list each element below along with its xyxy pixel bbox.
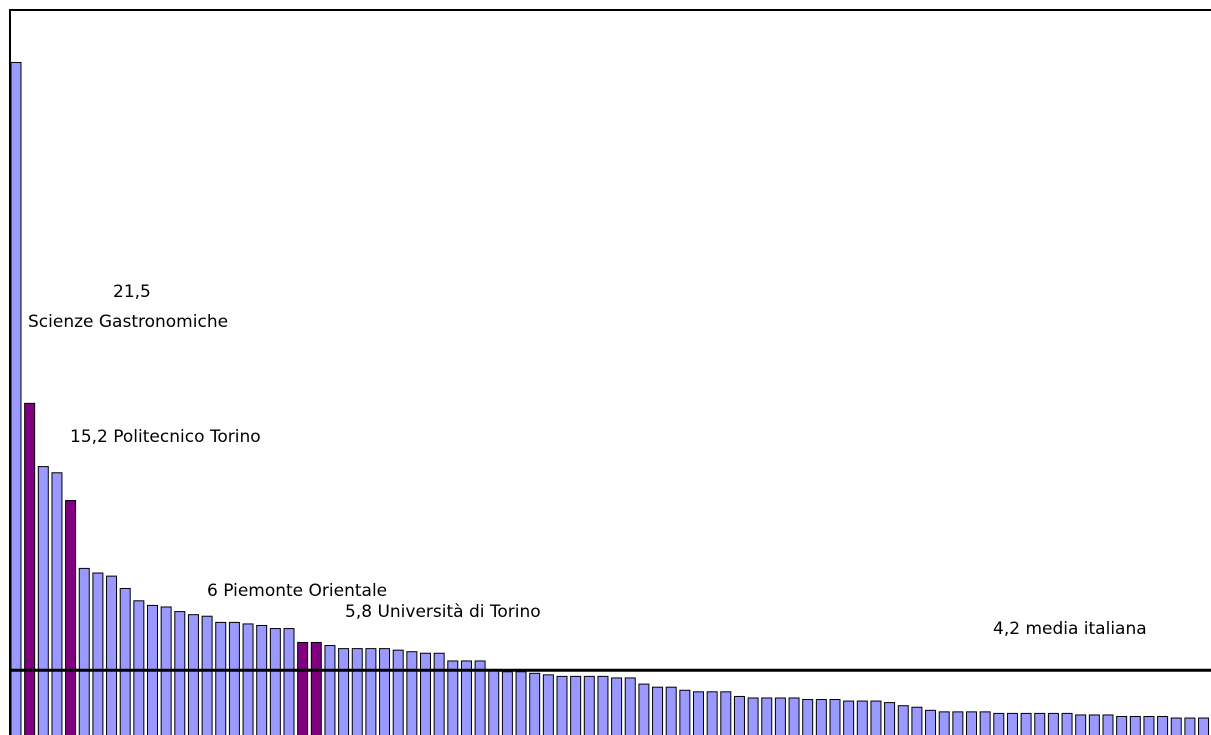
- annotation-value-scienze-gastronomiche: 21,5: [113, 282, 151, 302]
- bar: [583, 675, 595, 735]
- bar: [1006, 712, 1018, 735]
- bar: [1198, 717, 1210, 735]
- bar: [406, 651, 418, 735]
- bar: [92, 572, 104, 735]
- annotation-name-scienze-gastronomiche: Scienze Gastronomiche: [28, 312, 228, 332]
- bar-highlighted: [65, 500, 77, 735]
- plot-frame: [9, 9, 1211, 735]
- bar: [556, 675, 568, 735]
- bar: [1034, 712, 1046, 735]
- bar: [256, 624, 268, 735]
- bar-highlighted: [310, 641, 322, 735]
- bar: [843, 700, 855, 735]
- bar: [706, 691, 718, 735]
- bar: [611, 677, 623, 735]
- bar: [652, 686, 664, 735]
- bar: [1157, 715, 1169, 735]
- bar: [679, 689, 691, 735]
- bar: [392, 649, 404, 735]
- bar: [78, 567, 90, 735]
- bar: [242, 623, 254, 735]
- bar: [119, 587, 131, 735]
- bar: [215, 621, 227, 735]
- bar: [420, 652, 431, 735]
- bar: [1143, 715, 1155, 735]
- bar: [856, 700, 868, 735]
- bar: [351, 648, 363, 735]
- bar: [433, 652, 445, 735]
- bar: [269, 628, 281, 735]
- bar: [774, 697, 786, 735]
- bar: [761, 697, 773, 735]
- bar: [1170, 717, 1182, 735]
- annotation-universita-di-torino: 5,8 Università di Torino: [345, 602, 541, 622]
- bar: [488, 669, 500, 735]
- bar: [829, 699, 841, 735]
- bar-highlighted: [297, 641, 309, 735]
- bar: [979, 711, 991, 735]
- annotation-scienze-gastronomiche: 21,5 Scienze Gastronomiche: [28, 282, 228, 332]
- annotation-media-italiana: 4,2 media italiana: [993, 619, 1147, 639]
- bar: [897, 705, 909, 735]
- bar: [870, 700, 882, 735]
- bar: [324, 645, 336, 735]
- bar: [10, 61, 22, 735]
- bar: [911, 706, 923, 735]
- bar: [815, 699, 827, 735]
- bar: [201, 615, 213, 735]
- bar: [665, 686, 677, 735]
- bar-highlighted: [24, 402, 36, 735]
- bar: [993, 712, 1005, 735]
- bar: [1047, 712, 1059, 735]
- bar: [1184, 717, 1196, 735]
- bar: [720, 691, 732, 735]
- bar: [338, 648, 350, 735]
- annotation-piemonte-orientale: 6 Piemonte Orientale: [207, 581, 387, 601]
- bar: [1061, 712, 1073, 735]
- bar: [460, 660, 472, 735]
- bar: [51, 472, 63, 735]
- bar: [283, 628, 295, 735]
- bar: [938, 711, 950, 735]
- bar: [802, 699, 814, 735]
- bar: [228, 621, 240, 735]
- bar: [542, 674, 554, 735]
- bar: [365, 648, 377, 735]
- bar: [788, 697, 800, 735]
- bar: [747, 697, 759, 735]
- bar: [37, 466, 49, 735]
- bar: [624, 677, 636, 735]
- bar: [1075, 714, 1087, 735]
- bar: [884, 702, 896, 735]
- bar: [952, 711, 964, 735]
- bar: [187, 614, 199, 735]
- bar: [501, 671, 513, 735]
- bar: [379, 648, 391, 735]
- bar: [515, 671, 527, 735]
- bar: [133, 600, 145, 735]
- bar: [474, 660, 486, 735]
- bar: [174, 611, 186, 735]
- bar: [570, 675, 582, 735]
- bar: [106, 575, 118, 735]
- bar: [733, 695, 745, 735]
- annotation-politecnico-torino: 15,2 Politecnico Torino: [70, 427, 261, 447]
- bar: [1129, 715, 1141, 735]
- bar: [597, 675, 609, 735]
- bar: [1020, 712, 1032, 735]
- bar: [447, 660, 459, 735]
- bar: [1116, 715, 1128, 735]
- bar: [1102, 714, 1114, 735]
- bar: [638, 683, 650, 735]
- bar: [693, 691, 704, 735]
- bar: [1088, 714, 1100, 735]
- bar: [966, 711, 977, 735]
- bar: [529, 672, 541, 735]
- bar: [925, 709, 937, 735]
